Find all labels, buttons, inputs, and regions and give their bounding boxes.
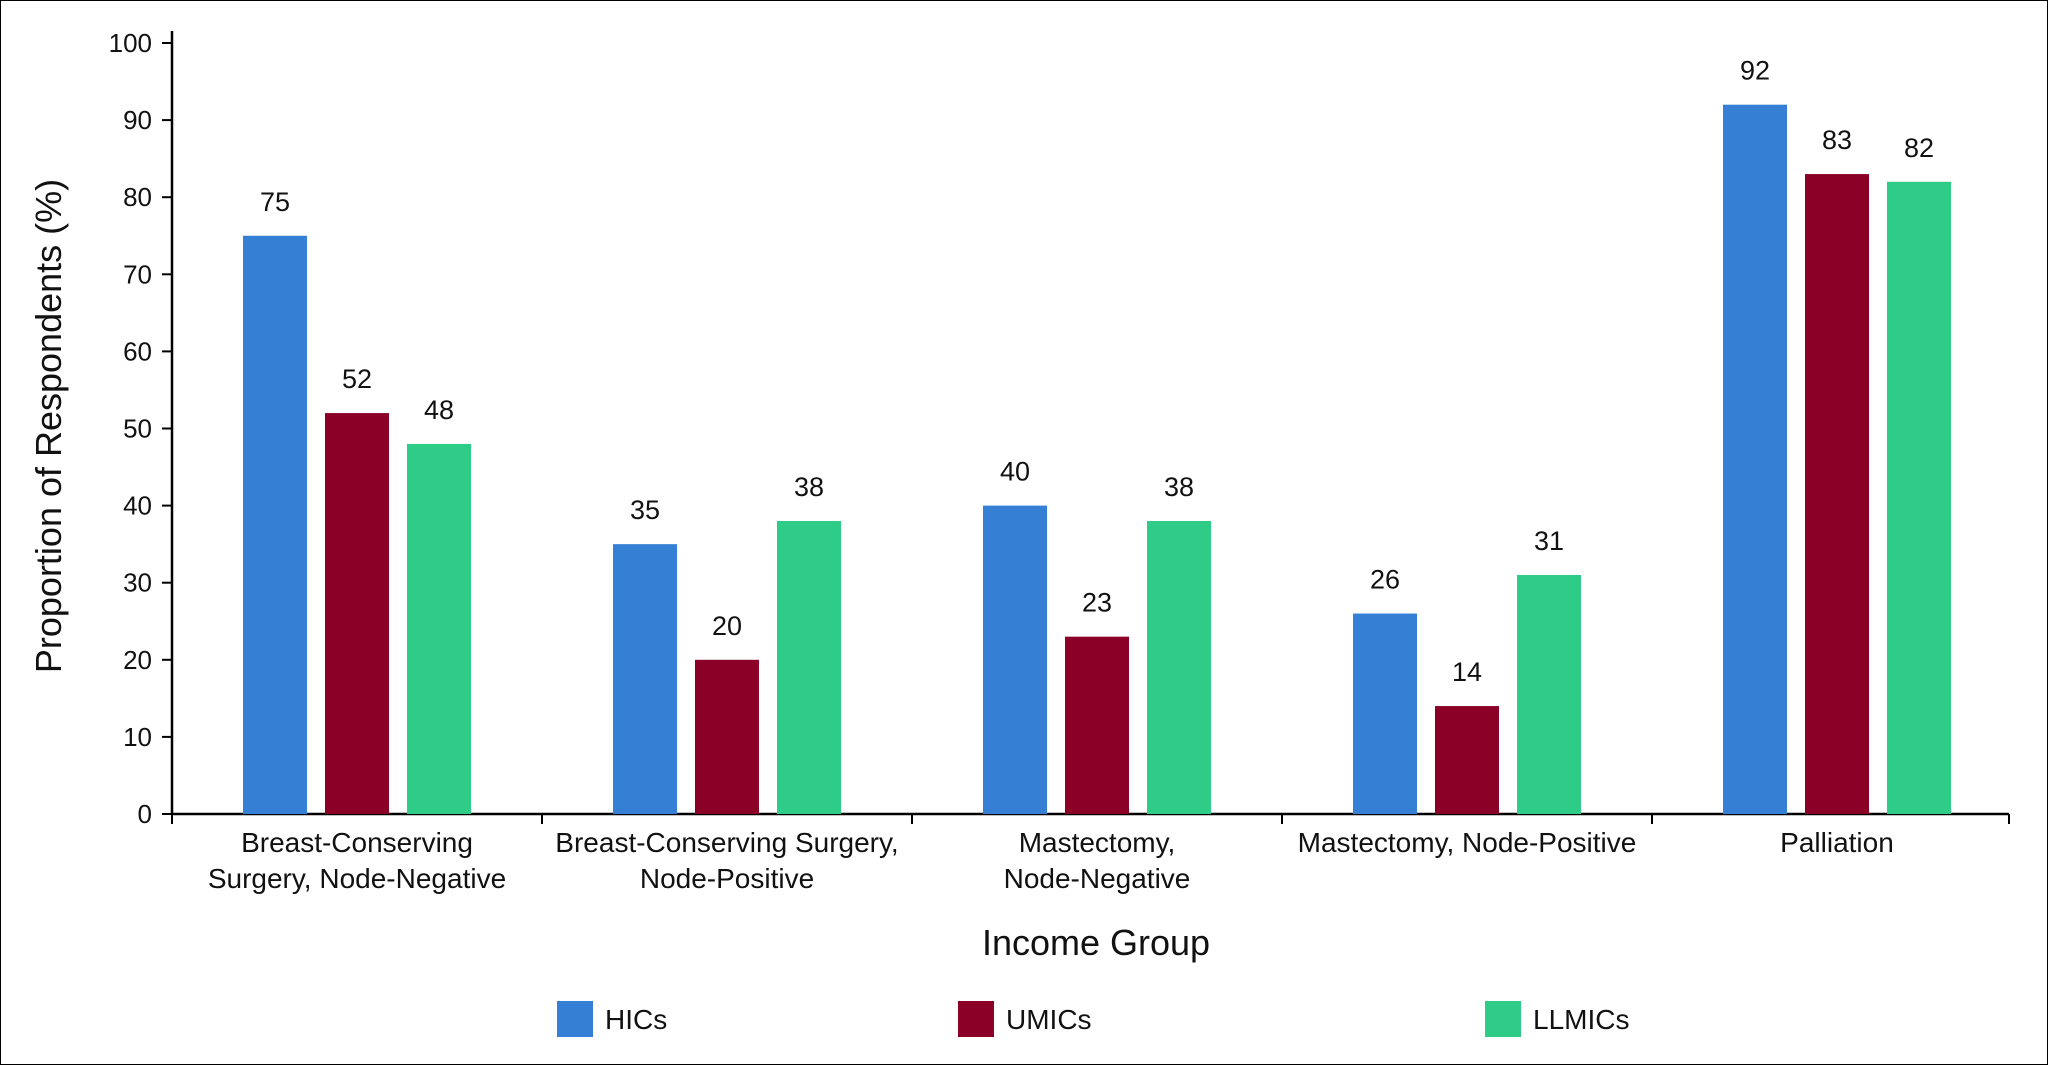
bar — [1805, 174, 1869, 814]
data-label: 26 — [1370, 565, 1400, 595]
bar — [983, 505, 1047, 814]
bar — [1517, 574, 1581, 814]
data-labels: 75 35 40 26 92 52 20 23 14 83 48 38 38 31 82 — [260, 56, 1934, 687]
y-tick-label: 70 — [123, 259, 152, 289]
data-label: 38 — [794, 472, 824, 502]
y-tick-label: 10 — [123, 722, 152, 752]
bar — [1147, 521, 1211, 814]
data-label: 83 — [1822, 125, 1852, 155]
y-tick-label: 90 — [123, 105, 152, 135]
data-label: 31 — [1534, 526, 1564, 556]
bar — [695, 659, 759, 814]
legend-label: HICs — [605, 1004, 667, 1035]
x-category-label: Mastectomy, Node-Negative — [1004, 827, 1191, 894]
y-tick-label: 0 — [138, 799, 152, 829]
data-label: 35 — [630, 495, 660, 525]
y-tick-label: 30 — [123, 568, 152, 598]
y-axis: 0 10 20 30 40 50 60 70 80 90 100 — [109, 28, 174, 829]
data-label: 82 — [1904, 133, 1934, 163]
category-labels: Breast-Conserving Surgery, Node-Negative B… — [208, 827, 1894, 894]
bar — [407, 443, 471, 814]
bar — [1887, 181, 1951, 814]
data-label: 14 — [1452, 657, 1482, 687]
y-axis-title: Proportion of Respondents (%) — [28, 179, 69, 673]
x-category-label: Palliation — [1780, 827, 1894, 858]
data-label: 92 — [1740, 56, 1770, 86]
bar — [1065, 636, 1129, 814]
x-category-label: Mastectomy, Node-Positive — [1298, 827, 1637, 858]
legend-swatch — [1485, 1001, 1521, 1037]
x-category-label: Breast-Conserving Surgery, Node-Negative — [208, 827, 506, 894]
bar — [613, 544, 677, 814]
data-label: 75 — [260, 187, 290, 217]
bar — [243, 235, 307, 814]
data-label: 23 — [1082, 588, 1112, 618]
data-label: 40 — [1000, 457, 1030, 487]
bar — [1435, 706, 1499, 814]
data-label: 52 — [342, 364, 372, 394]
y-tick-label: 40 — [123, 491, 152, 521]
data-label: 48 — [424, 395, 454, 425]
x-axis — [171, 812, 2010, 824]
bar — [1353, 613, 1417, 814]
bar — [777, 521, 841, 814]
y-tick-label: 50 — [123, 414, 152, 444]
legend-swatch — [557, 1001, 593, 1037]
data-label: 20 — [712, 611, 742, 641]
legend: HICs UMICs LLMICs — [557, 1001, 1629, 1037]
bar — [325, 413, 389, 814]
y-tick-label: 100 — [109, 28, 152, 58]
legend-label: LLMICs — [1533, 1004, 1629, 1035]
x-category-label: Breast-Conserving Surgery, Node-Positive — [555, 827, 898, 894]
legend-label: UMICs — [1006, 1004, 1092, 1035]
bar — [1723, 104, 1787, 815]
bars — [243, 104, 1951, 815]
y-tick-label: 20 — [123, 645, 152, 675]
y-tick-label: 60 — [123, 336, 152, 366]
x-axis-title: Income Group — [982, 922, 1210, 963]
legend-swatch — [958, 1001, 994, 1037]
y-tick-label: 80 — [123, 182, 152, 212]
data-label: 38 — [1164, 472, 1194, 502]
